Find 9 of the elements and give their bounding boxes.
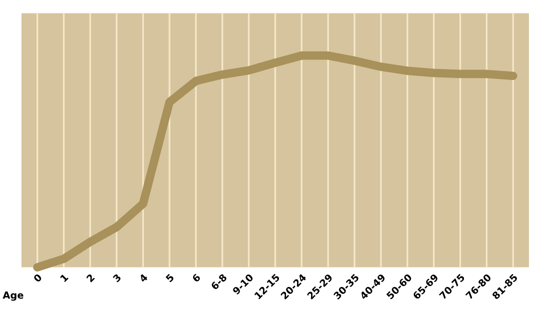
x-tick-label: 2 <box>86 274 95 282</box>
x-axis-title: Age <box>2 292 24 301</box>
x-tick-label: 6 <box>192 273 201 283</box>
x-tick-label: 1 <box>60 274 69 282</box>
x-tick-label: 0 <box>33 273 42 283</box>
x-tick-label: 6-8 <box>210 273 228 290</box>
x-tick-label: 4 <box>138 273 148 283</box>
x-tick-label: 3 <box>112 274 122 282</box>
x-tick-label: 5 <box>165 274 174 282</box>
